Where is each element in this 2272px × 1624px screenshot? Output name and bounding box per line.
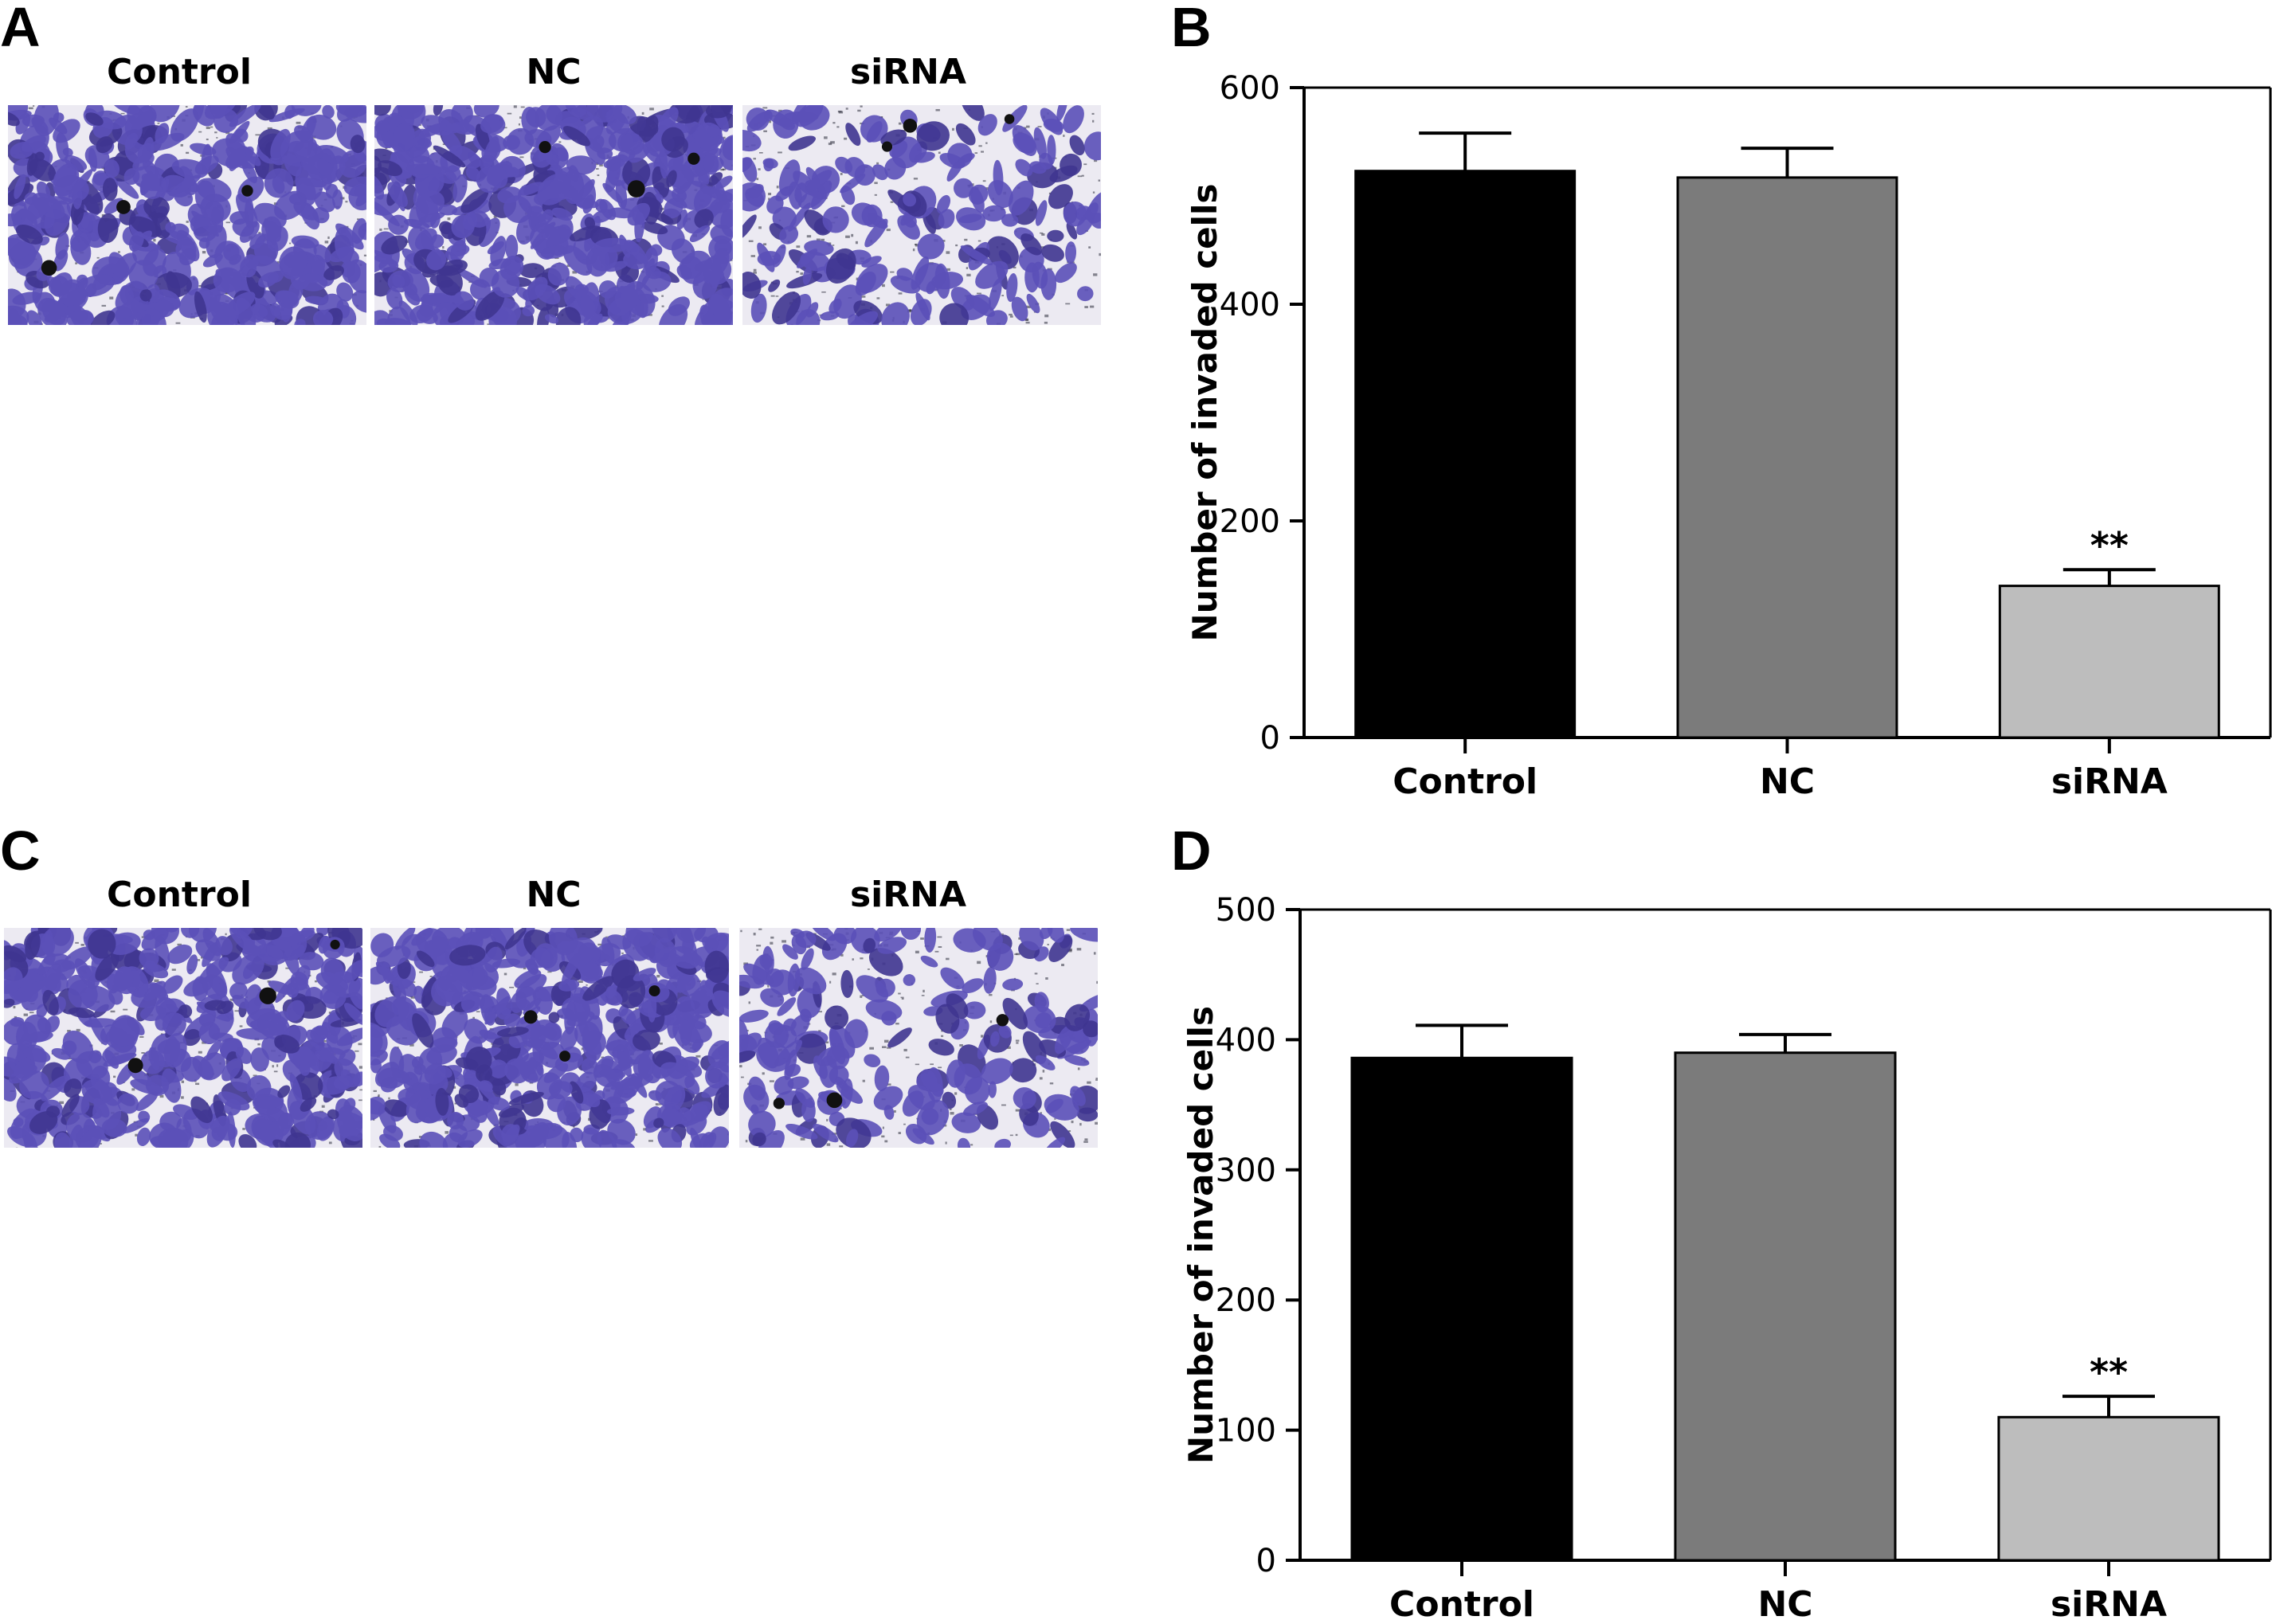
chart-d-y-tick-label: 100 xyxy=(1216,1413,1276,1450)
chart-b-significance-2: ** xyxy=(2090,524,2129,567)
image-label-c-sirna: siRNA xyxy=(850,875,966,915)
image-label-c-control: Control xyxy=(107,875,252,915)
chart-d-y-tick-label: 500 xyxy=(1216,892,1276,929)
chart-b: 0 200 400 600 Number of invaded cells Control… xyxy=(1185,70,2272,802)
chart-d-y-axis-title: Number of invaded cells xyxy=(1181,1006,1220,1464)
image-label-a-sirna: siRNA xyxy=(850,52,966,92)
chart-b-y-tick-label: 200 xyxy=(1220,503,1280,540)
micrograph-a-nc xyxy=(374,105,733,325)
micrograph-c-sirna xyxy=(739,928,1098,1148)
chart-b-bar-control xyxy=(1354,170,1577,739)
chart-d-x-tick-label: siRNA xyxy=(2051,1584,2167,1624)
micrographs-c xyxy=(4,928,1098,1148)
panel-letter-b: B xyxy=(1171,0,1212,58)
chart-d-significance-2: ** xyxy=(2090,1351,2128,1394)
chart-b-y-tick-label: 600 xyxy=(1220,70,1280,107)
panel-letter-d: D xyxy=(1171,820,1212,882)
chart-b-x-tick-label: Control xyxy=(1393,761,1538,802)
chart-b-y-tick-label: 0 xyxy=(1260,720,1280,757)
micrographs-a xyxy=(8,105,1101,325)
chart-d-y-tick-label: 200 xyxy=(1216,1282,1276,1319)
chart-b-x-tick-label: siRNA xyxy=(2051,761,2168,802)
chart-b-y-axis-title: Number of invaded cells xyxy=(1185,184,1224,642)
image-label-a-nc: NC xyxy=(526,52,581,92)
micrograph-a-sirna xyxy=(742,105,1101,325)
panel-letter-a: A xyxy=(0,0,41,58)
image-label-a-control: Control xyxy=(107,52,252,92)
chart-b-bar-nc xyxy=(1676,176,1898,739)
chart-d-y-tick-label: 400 xyxy=(1216,1022,1276,1059)
chart-d-x-tick-label: Control xyxy=(1389,1584,1534,1624)
chart-d-y-tick-label: 300 xyxy=(1216,1152,1276,1189)
chart-b-bar-sirna xyxy=(1998,585,2220,739)
micrograph-a-control xyxy=(8,105,366,325)
chart-b-x-tick-label: NC xyxy=(1760,761,1815,802)
panel-letter-c: C xyxy=(0,820,41,882)
chart-d-x-tick-label: NC xyxy=(1757,1584,1812,1624)
chart-d: 0 100 200 300 400 500 Number of invaded cells C… xyxy=(1181,892,2272,1624)
chart-d-bar-sirna xyxy=(1997,1415,2220,1562)
chart-d-bar-nc xyxy=(1674,1051,1897,1562)
chart-b-y-tick-label: 400 xyxy=(1220,287,1280,323)
micrograph-c-nc xyxy=(370,928,729,1148)
chart-d-bar-control xyxy=(1350,1056,1573,1562)
image-label-c-nc: NC xyxy=(526,875,581,915)
chart-d-y-tick-label: 0 xyxy=(1256,1543,1276,1579)
micrograph-c-control xyxy=(4,928,362,1148)
